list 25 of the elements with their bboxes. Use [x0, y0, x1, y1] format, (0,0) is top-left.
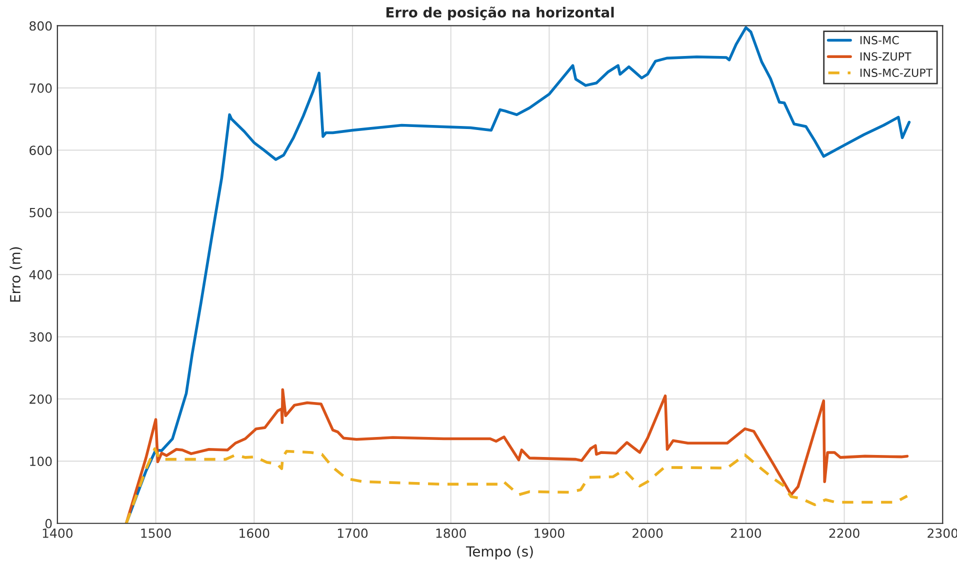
x-tick-label: 2100 [730, 528, 762, 538]
y-tick-label: 600 [30, 146, 52, 156]
x-tick-label: 1400 [42, 528, 72, 538]
legend-label: INS-MC [860, 36, 899, 44]
x-tick-label: 2000 [632, 528, 663, 538]
y-tick-label: 0 [45, 518, 52, 528]
y-tick-label: 700 [30, 83, 52, 93]
x-tick-label: 1500 [141, 528, 171, 538]
x-tick-label: 2200 [829, 528, 860, 538]
x-tick-label: 1700 [338, 528, 368, 538]
line-series [124, 447, 909, 524]
x-tick-label: 1900 [534, 528, 564, 538]
legend-label: INS-MC-ZUPT [860, 68, 933, 77]
x-axis-title: Tempo (s) [466, 546, 533, 560]
y-axis-title: Erro (m) [10, 247, 22, 302]
y-tick-label: 800 [30, 21, 52, 31]
chart-title: Erro de posição na horizontal [386, 6, 614, 20]
x-tick-label: 1600 [240, 528, 270, 538]
y-tick-label: 200 [30, 394, 52, 404]
y-tick-label: 300 [30, 332, 52, 342]
y-tick-label: 500 [30, 208, 52, 218]
legend-label: INS-ZUPT [860, 52, 912, 61]
y-tick-label: 400 [29, 270, 52, 280]
y-tick-label: 100 [30, 456, 52, 466]
x-tick-label: 1800 [436, 528, 466, 538]
